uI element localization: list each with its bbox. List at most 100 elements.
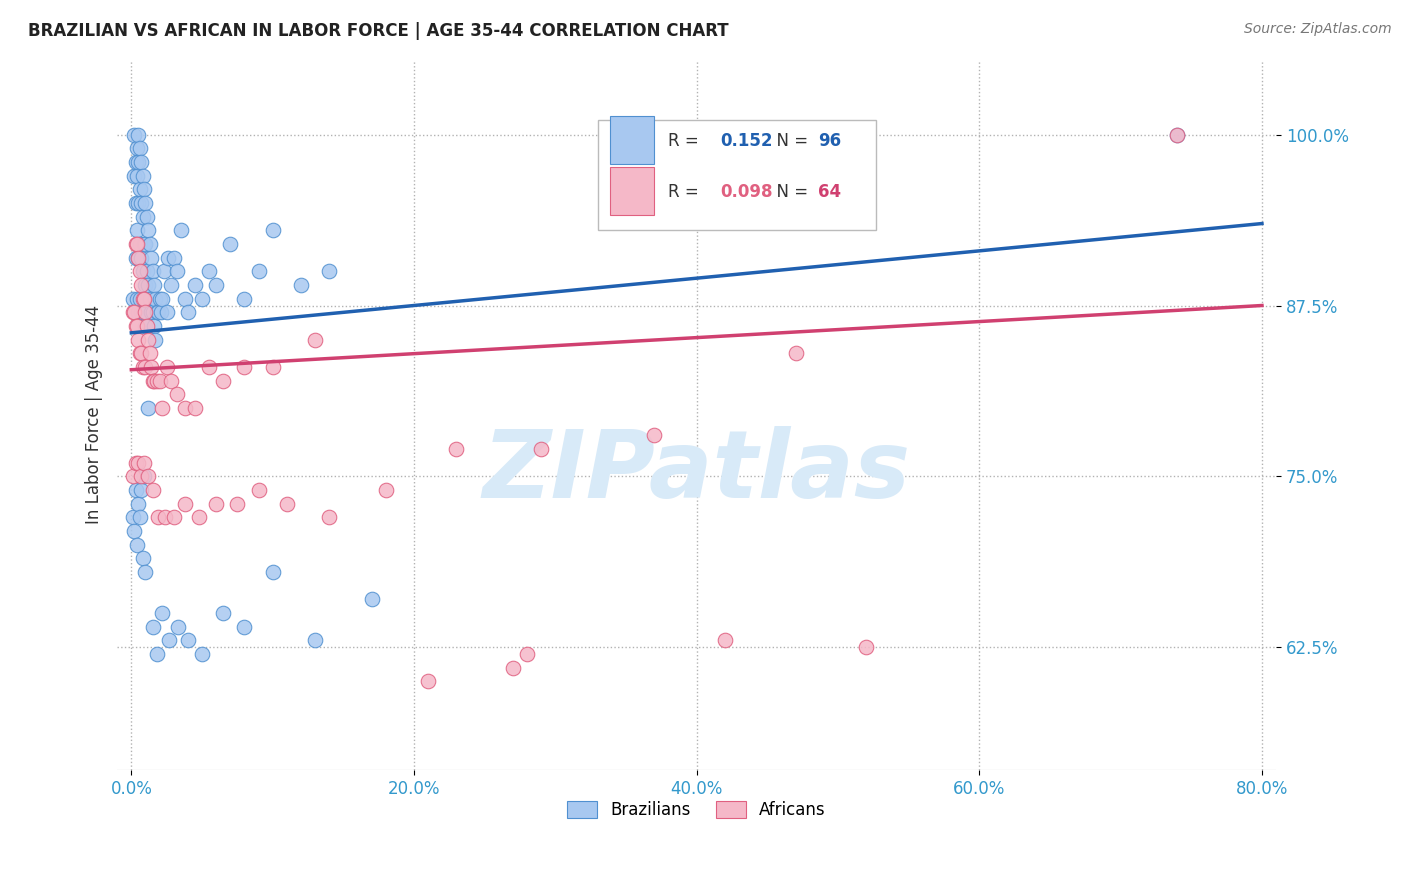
Point — [131, 359, 153, 374]
Point — [139, 305, 162, 319]
Point — [174, 401, 197, 415]
Point — [142, 374, 165, 388]
Point — [131, 210, 153, 224]
Point — [163, 510, 186, 524]
Point — [191, 647, 214, 661]
Point — [125, 141, 148, 155]
Point — [205, 278, 228, 293]
Point — [122, 169, 145, 183]
Point — [855, 640, 877, 654]
Point — [127, 155, 149, 169]
Point — [785, 346, 807, 360]
Point — [146, 510, 169, 524]
Point — [131, 264, 153, 278]
Point — [152, 606, 174, 620]
Point — [141, 483, 163, 497]
Point — [134, 565, 156, 579]
Point — [129, 278, 152, 293]
Point — [155, 510, 177, 524]
Point — [125, 318, 148, 333]
Point — [124, 483, 146, 497]
Point — [226, 497, 249, 511]
Point — [136, 469, 159, 483]
Point — [152, 401, 174, 415]
Point — [129, 346, 152, 360]
Point — [247, 264, 270, 278]
Point — [153, 264, 176, 278]
Point — [136, 278, 159, 293]
Text: R =: R = — [668, 132, 703, 150]
Text: 96: 96 — [818, 132, 841, 150]
Point — [212, 374, 235, 388]
Point — [145, 305, 167, 319]
Text: ZIPatlas: ZIPatlas — [482, 425, 911, 517]
Point — [129, 155, 152, 169]
Point — [167, 619, 190, 633]
Point — [134, 278, 156, 293]
Point — [136, 333, 159, 347]
Point — [132, 292, 155, 306]
Text: R =: R = — [668, 183, 703, 201]
Point — [138, 237, 160, 252]
Point — [127, 251, 149, 265]
Point — [121, 510, 143, 524]
Point — [184, 401, 207, 415]
Text: Source: ZipAtlas.com: Source: ZipAtlas.com — [1244, 22, 1392, 37]
Point — [129, 251, 152, 265]
Point — [138, 292, 160, 306]
Point — [157, 251, 180, 265]
Point — [163, 251, 186, 265]
Point — [516, 647, 538, 661]
Point — [143, 333, 166, 347]
Point — [129, 196, 152, 211]
Point — [125, 292, 148, 306]
Point — [132, 292, 155, 306]
Point — [146, 305, 169, 319]
Point — [150, 305, 173, 319]
Point — [124, 237, 146, 252]
Point — [131, 169, 153, 183]
Point — [127, 196, 149, 211]
Point — [184, 278, 207, 293]
Point — [134, 196, 156, 211]
Point — [132, 182, 155, 196]
Point — [129, 483, 152, 497]
Point — [156, 305, 179, 319]
Point — [134, 305, 156, 319]
Point — [128, 510, 150, 524]
Point — [124, 155, 146, 169]
Point — [149, 374, 172, 388]
Point — [304, 633, 326, 648]
Point — [160, 374, 183, 388]
Point — [141, 619, 163, 633]
Point — [125, 538, 148, 552]
Point — [318, 264, 340, 278]
Point — [127, 251, 149, 265]
Point — [714, 633, 737, 648]
Point — [1166, 128, 1188, 142]
Point — [125, 169, 148, 183]
Point — [131, 305, 153, 319]
Point — [132, 237, 155, 252]
Point — [135, 264, 157, 278]
Point — [191, 292, 214, 306]
Point — [124, 251, 146, 265]
Point — [136, 223, 159, 237]
Point — [170, 223, 193, 237]
Point — [132, 469, 155, 483]
Point — [127, 305, 149, 319]
Point — [233, 292, 256, 306]
Point — [125, 223, 148, 237]
Point — [131, 292, 153, 306]
Point — [135, 210, 157, 224]
Bar — [610, 116, 654, 164]
Point — [141, 264, 163, 278]
Point — [1166, 128, 1188, 142]
Point — [247, 483, 270, 497]
Point — [127, 333, 149, 347]
Point — [121, 292, 143, 306]
Point — [129, 305, 152, 319]
Point — [135, 318, 157, 333]
Point — [128, 141, 150, 155]
Point — [128, 346, 150, 360]
